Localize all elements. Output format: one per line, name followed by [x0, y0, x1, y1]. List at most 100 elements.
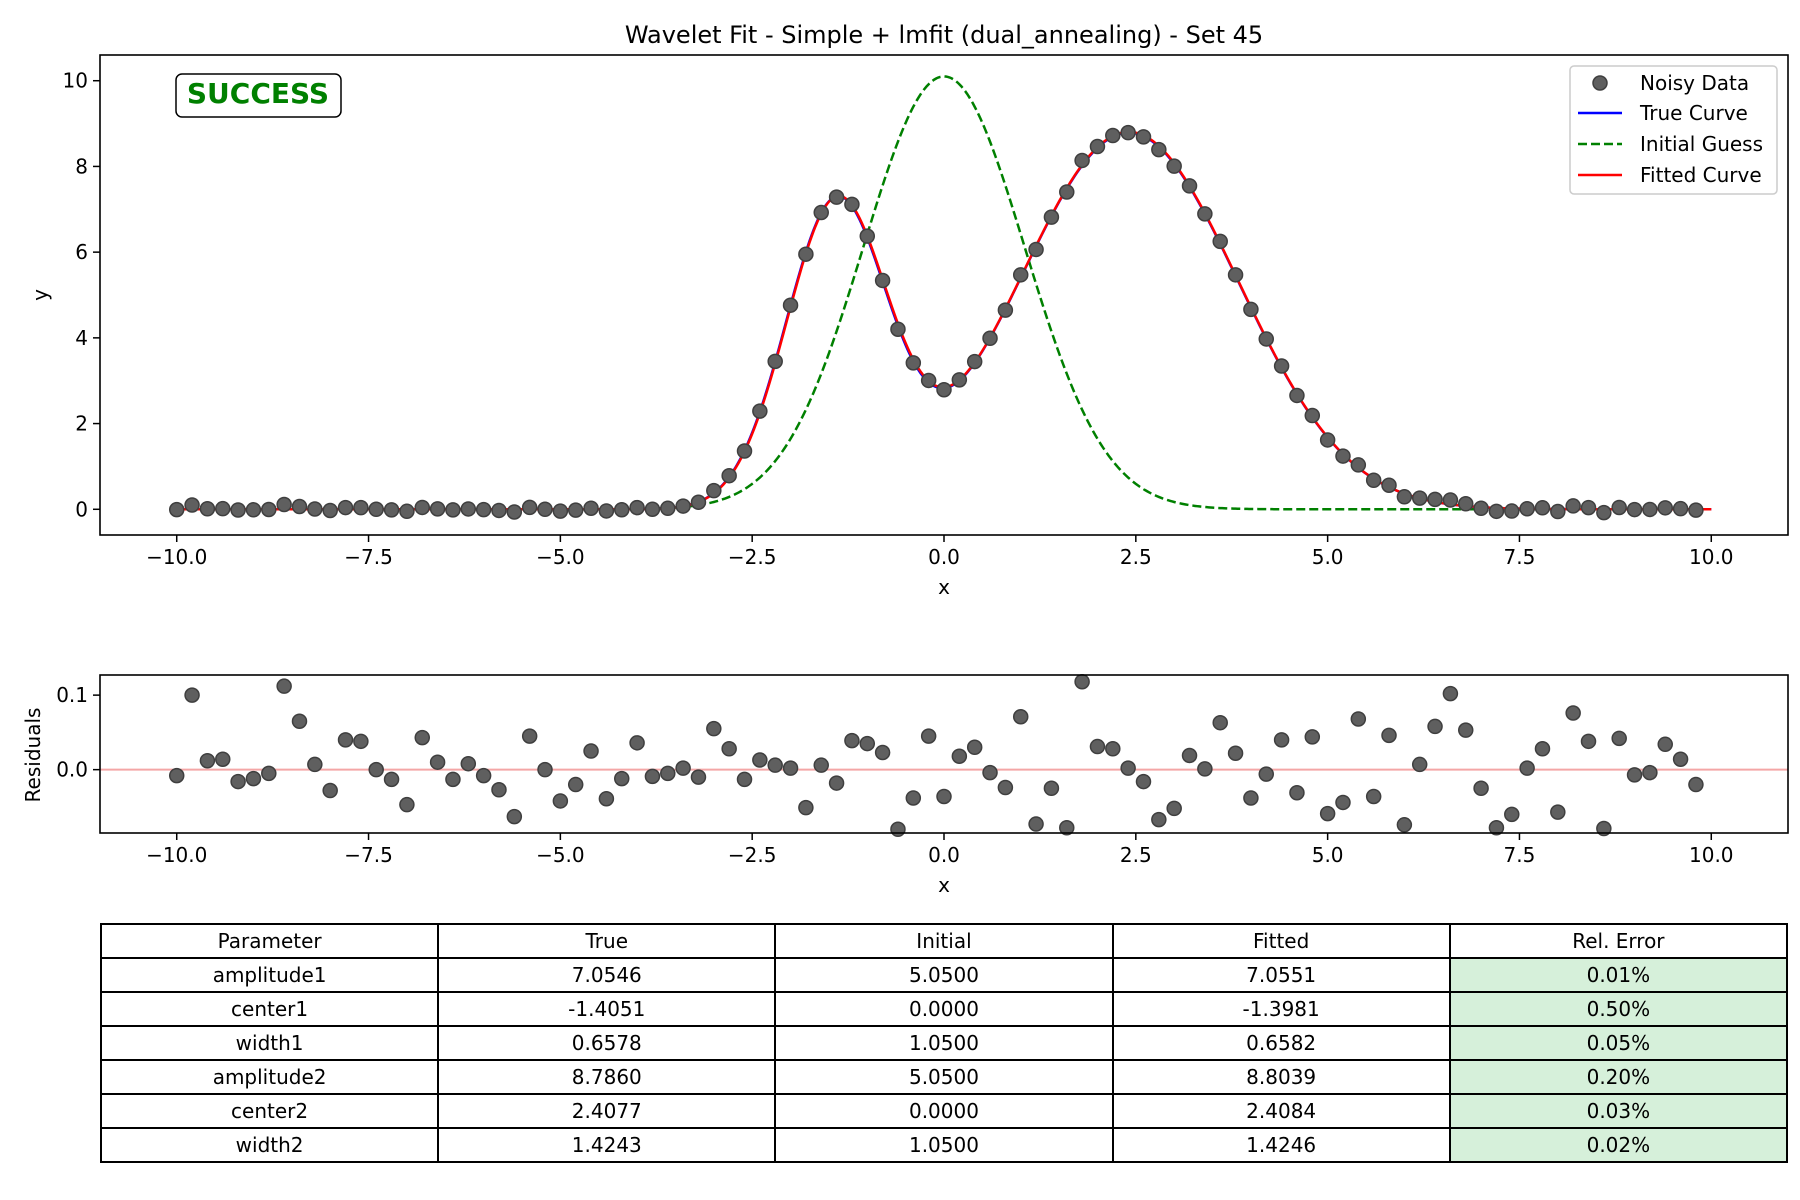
residual-point [506, 808, 523, 825]
residual-point [629, 735, 645, 751]
residual-point [521, 728, 538, 744]
noisy-data-point [1120, 124, 1136, 141]
residual-point [1135, 773, 1152, 790]
residual-point [660, 765, 676, 782]
residuals-plot-frame [99, 674, 1789, 834]
legend-marker-noisy-data [1592, 75, 1608, 91]
main-x-axis-label: x [938, 575, 950, 599]
residual-point [1258, 766, 1275, 782]
noisy-data-point [1258, 331, 1275, 347]
table-row: center2 2.4077 0.0000 2.4084 0.03% [99, 1093, 1789, 1129]
noisy-data-point [1319, 432, 1336, 448]
table-cell: center2 [99, 1093, 440, 1129]
main-plot-frame [99, 54, 1789, 536]
noisy-data-point [1105, 127, 1121, 144]
initial-guess-line [176, 75, 1712, 511]
residual-point [1227, 745, 1244, 762]
noisy-data-point [1227, 267, 1244, 283]
table-cell: amplitude2 [99, 1059, 440, 1095]
residual-point [1043, 780, 1060, 797]
residual-point [1688, 776, 1704, 793]
legend-frame [1569, 65, 1778, 195]
noisy-data-point [1381, 477, 1397, 493]
noisy-data-point [1688, 502, 1704, 518]
residual-point [1396, 817, 1413, 833]
noisy-data-point [1473, 500, 1489, 517]
legend-label-fitted-curve: Fitted Curve [1640, 163, 1762, 187]
table-header-cell: True [437, 923, 777, 959]
noisy-data-point [460, 501, 477, 517]
noisy-data-point [706, 482, 722, 499]
main-x-tick-label: −7.5 [344, 545, 393, 569]
noisy-data-point [1565, 498, 1581, 514]
residual-point [1197, 761, 1213, 777]
residual-point [168, 767, 185, 784]
noisy-data-point [828, 189, 845, 205]
table-cell: -1.3981 [1111, 991, 1451, 1027]
residual-point [859, 735, 876, 752]
residual-point [1212, 714, 1228, 731]
noisy-data-point [414, 499, 431, 516]
residual-point [215, 751, 231, 767]
table-cell: 5.0500 [774, 957, 1114, 993]
noisy-data-point [168, 501, 185, 518]
rel-error-cell: 0.50% [1448, 991, 1789, 1027]
noisy-data-point [1043, 209, 1060, 225]
table-cell: 0.0000 [774, 1093, 1114, 1129]
residual-point [675, 760, 691, 776]
table-cell: 1.4246 [1111, 1127, 1451, 1163]
residual-point [583, 743, 599, 759]
residual-point [890, 821, 906, 838]
residual-point [1457, 722, 1474, 738]
residual-point [491, 782, 507, 798]
residuals-x-tick-label: −2.5 [728, 843, 777, 867]
noisy-data-point [1151, 141, 1167, 158]
noisy-data-point [1442, 492, 1459, 508]
noisy-data-point [1028, 241, 1044, 258]
residual-point [307, 756, 323, 773]
residual-point [1411, 756, 1428, 773]
table-cell: 8.7860 [437, 1059, 777, 1095]
noisy-data-point [905, 355, 922, 371]
noisy-data-point [261, 501, 277, 518]
table-header-cell: Rel. Error [1448, 923, 1789, 959]
noisy-data-point [660, 500, 676, 517]
noisy-data-point [966, 353, 983, 370]
noisy-data-point [368, 501, 384, 518]
noisy-data-point [521, 499, 538, 516]
residual-point [1626, 767, 1643, 783]
table-cell: 8.8039 [1111, 1059, 1451, 1095]
fitted-curve-line [176, 130, 1712, 511]
residual-point [1059, 820, 1075, 836]
noisy-data-point [1166, 158, 1182, 174]
residual-point [1074, 673, 1090, 690]
noisy-data-point [1534, 500, 1551, 516]
residual-point [936, 788, 952, 805]
residuals-x-tick-label: 2.5 [1120, 843, 1152, 867]
residual-point [230, 773, 246, 790]
residual-point [951, 748, 968, 764]
residual-point [1565, 705, 1581, 721]
noisy-data-point [629, 499, 645, 516]
residual-point [1596, 820, 1612, 837]
residual-point [1504, 806, 1520, 823]
table-row: width1 0.6578 1.0500 0.6582 0.05% [99, 1025, 1789, 1061]
noisy-data-point [1550, 503, 1566, 520]
residual-point [1519, 760, 1535, 776]
noisy-data-point [276, 496, 292, 513]
noisy-data-point [1411, 490, 1428, 506]
rel-error-cell: 0.20% [1448, 1059, 1789, 1095]
residual-point [1672, 751, 1689, 767]
table-cell: 0.6578 [437, 1025, 777, 1061]
residual-point [1319, 805, 1336, 822]
noisy-data-point [1273, 358, 1290, 374]
residual-point [767, 757, 783, 773]
noisy-data-point [383, 502, 400, 518]
noisy-data-point [1365, 472, 1382, 489]
main-x-tick-label: 7.5 [1504, 545, 1536, 569]
residual-point [1365, 788, 1382, 805]
noisy-data-point [1396, 489, 1413, 505]
residual-point [291, 713, 308, 729]
table-row: amplitude2 8.7860 5.0500 8.8039 0.20% [99, 1059, 1789, 1095]
legend-label-noisy-data: Noisy Data [1640, 71, 1749, 95]
